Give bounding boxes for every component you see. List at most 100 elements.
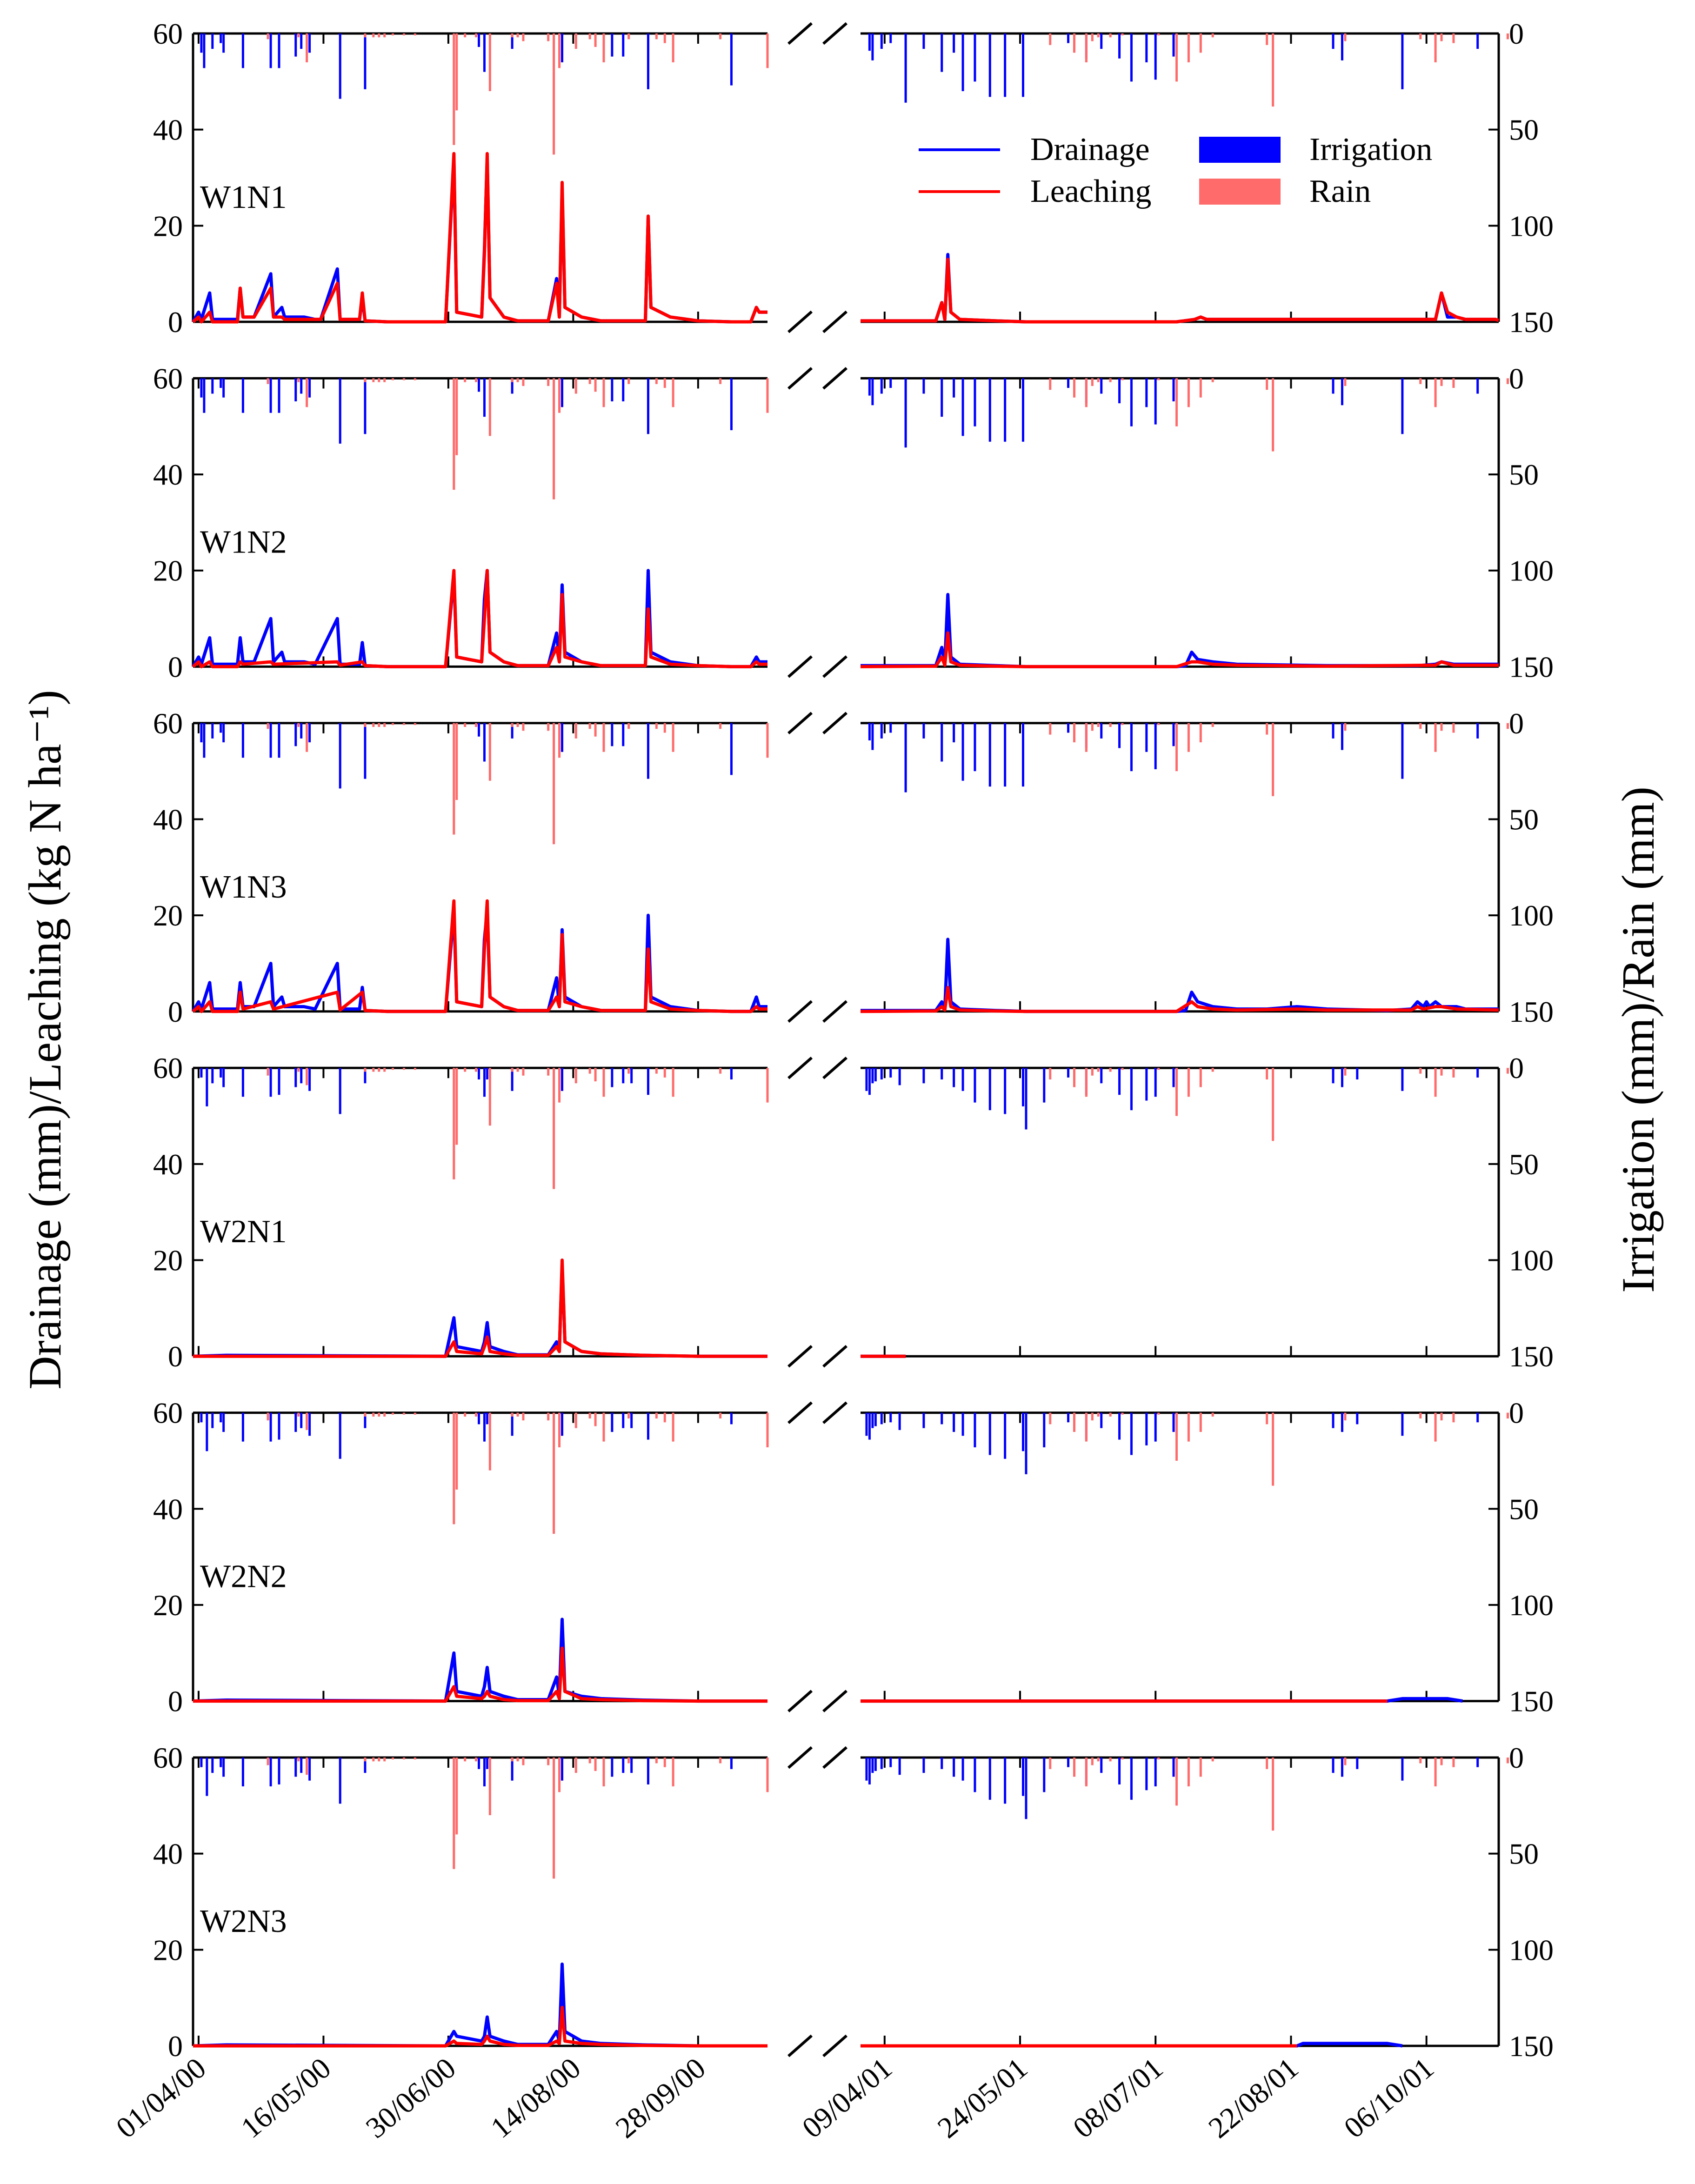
right-tick-label: 0 — [1509, 707, 1524, 740]
right-tick-label: 50 — [1509, 458, 1539, 491]
right-tick-label: 100 — [1509, 1244, 1554, 1277]
axis-break-mark — [822, 22, 848, 45]
right-tick-label: 100 — [1509, 1933, 1554, 1966]
left-tick-label: 20 — [153, 209, 183, 242]
left-tick-label: 0 — [168, 1340, 183, 1373]
x-tick-label: 30/06/00 — [360, 2051, 462, 2144]
x-tick-label: 08/07/01 — [1067, 2051, 1169, 2144]
right-tick-label: 100 — [1509, 1589, 1554, 1622]
leaching-line — [193, 1646, 767, 1703]
leaching-line — [860, 631, 1499, 668]
axis-break-mark — [822, 655, 848, 678]
drainage-line — [193, 1962, 767, 2048]
axis-break-mark — [822, 712, 848, 735]
panel-label: W1N2 — [200, 524, 287, 560]
left-tick-label: 0 — [168, 995, 183, 1028]
left-tick-label: 40 — [153, 803, 183, 836]
axis-break-mark — [787, 1746, 813, 1769]
right-tick-label: 100 — [1509, 209, 1554, 242]
axis-break-mark — [822, 1746, 848, 1769]
panel-label: W1N3 — [200, 869, 287, 905]
axis-break-mark — [822, 1690, 848, 1712]
drainage-line — [193, 1263, 767, 1358]
left-tick-label: 20 — [153, 1244, 183, 1277]
leaching-line — [192, 899, 767, 1013]
axis-break-mark — [787, 22, 813, 45]
right-tick-label: 0 — [1509, 362, 1524, 395]
right-tick-label: 100 — [1509, 899, 1554, 932]
left-tick-label: 60 — [153, 707, 183, 740]
legend-leaching-label: Leaching — [1030, 173, 1151, 209]
left-tick-label: 60 — [153, 1741, 183, 1774]
legend-rain-swatch — [1199, 179, 1281, 205]
x-tick-label: 14/08/00 — [484, 2051, 587, 2144]
left-tick-label: 20 — [153, 899, 183, 932]
leaching-line — [192, 152, 767, 324]
panel-label: W2N2 — [200, 1559, 287, 1595]
right-tick-label: 150 — [1509, 1340, 1554, 1373]
axis-break-mark — [822, 1401, 848, 1424]
x-tick-label: 09/04/01 — [796, 2051, 898, 2144]
axis-break-mark — [787, 1690, 813, 1712]
left-tick-label: 20 — [153, 554, 183, 587]
leaching-line — [192, 569, 767, 668]
legend-rain-label: Rain — [1309, 173, 1371, 209]
left-tick-label: 60 — [153, 1052, 183, 1085]
left-tick-label: 40 — [153, 1148, 183, 1181]
right-tick-label: 0 — [1509, 1741, 1524, 1774]
leaching-line — [193, 2005, 767, 2048]
left-tick-label: 60 — [153, 1397, 183, 1430]
x-tick-label: 28/09/00 — [609, 2051, 712, 2144]
left-tick-label: 20 — [153, 1589, 183, 1622]
left-axis-title: Drainage (mm)/Leaching (kg N ha⁻¹) — [19, 690, 71, 1389]
axis-break-mark — [787, 1401, 813, 1424]
left-tick-label: 0 — [168, 650, 183, 683]
axis-break-mark — [787, 2034, 813, 2057]
right-tick-label: 0 — [1509, 17, 1524, 50]
drainage-line — [191, 569, 767, 668]
left-tick-label: 20 — [153, 1933, 183, 1966]
right-tick-label: 0 — [1509, 1052, 1524, 1085]
drainage-line — [861, 938, 1499, 1013]
axis-break-mark — [787, 367, 813, 390]
left-tick-label: 0 — [168, 1685, 183, 1718]
axis-break-mark — [787, 712, 813, 735]
legend-irrigation-swatch — [1199, 137, 1281, 163]
left-tick-label: 60 — [153, 17, 183, 50]
right-tick-label: 100 — [1509, 554, 1554, 587]
right-tick-label: 50 — [1509, 113, 1539, 146]
x-tick-label: 24/05/01 — [931, 2051, 1034, 2144]
right-tick-label: 150 — [1509, 1685, 1554, 1718]
axis-break-mark — [822, 310, 848, 333]
right-tick-label: 50 — [1509, 1148, 1539, 1181]
left-tick-label: 60 — [153, 362, 183, 395]
axis-break-mark — [787, 1056, 813, 1079]
axis-break-mark — [787, 1000, 813, 1023]
leaching-line — [861, 258, 1500, 324]
axis-break-mark — [787, 1345, 813, 1368]
right-tick-label: 50 — [1509, 1492, 1539, 1525]
left-tick-label: 0 — [168, 306, 183, 339]
right-tick-label: 150 — [1509, 2030, 1554, 2063]
axis-break-mark — [822, 2034, 848, 2057]
right-axis-title: Irrigation (mm)/Rain (mm) — [1612, 786, 1664, 1293]
drainage-line — [861, 253, 1500, 324]
drainage-line — [191, 909, 767, 1013]
axis-break-mark — [787, 310, 813, 333]
drainage-line — [193, 1618, 767, 1703]
right-tick-label: 50 — [1509, 803, 1539, 836]
drainage-line — [861, 593, 1499, 668]
panel-label: W1N1 — [200, 180, 287, 215]
left-tick-label: 40 — [153, 458, 183, 491]
right-tick-label: 0 — [1509, 1397, 1524, 1430]
left-tick-label: 40 — [153, 1492, 183, 1525]
x-tick-label: 06/10/01 — [1338, 2051, 1440, 2144]
axis-break-mark — [822, 1056, 848, 1079]
axis-break-mark — [822, 367, 848, 390]
x-tick-label: 16/05/00 — [234, 2051, 337, 2144]
left-tick-label: 0 — [168, 2030, 183, 2063]
panel-label: W2N3 — [200, 1904, 287, 1939]
right-tick-label: 150 — [1509, 306, 1554, 339]
